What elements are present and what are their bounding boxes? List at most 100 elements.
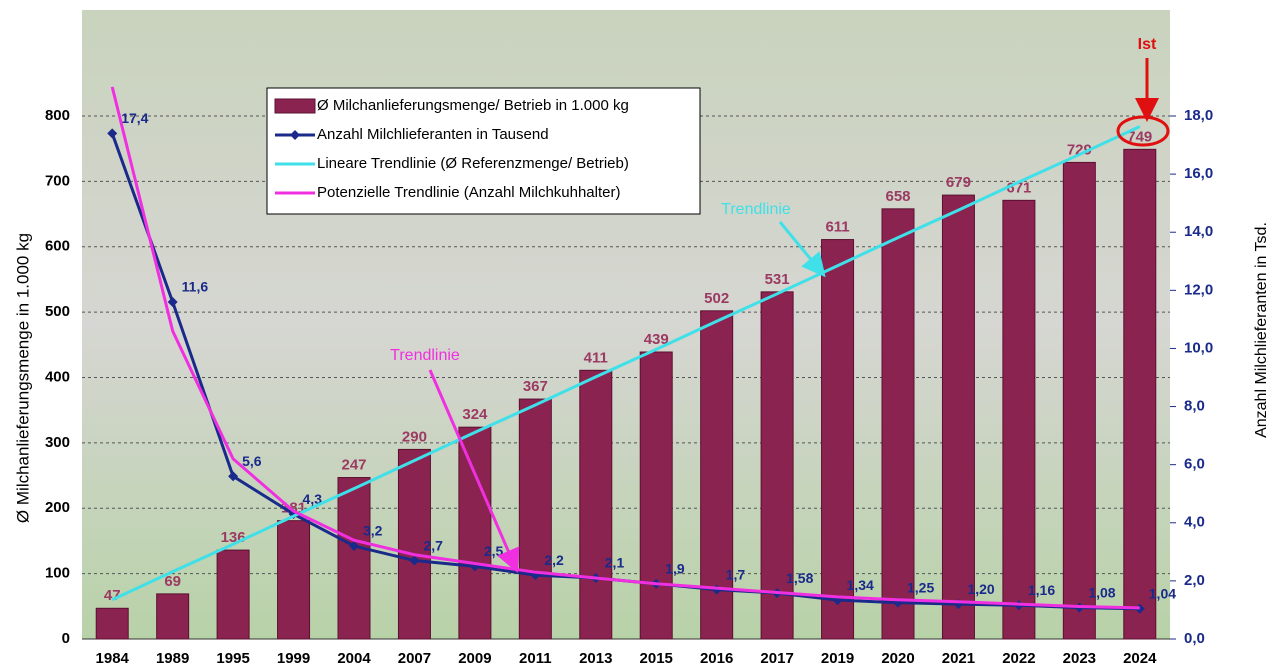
line-value-label: 1,58 bbox=[786, 570, 813, 586]
x-tick-label: 2016 bbox=[700, 650, 733, 667]
bar-value-label: 749 bbox=[1127, 128, 1152, 145]
x-tick-label: 2019 bbox=[821, 650, 854, 667]
line-marker bbox=[349, 541, 359, 552]
line-value-label: 1,34 bbox=[847, 577, 874, 593]
y2-tick-label: 2,0 bbox=[1184, 572, 1205, 589]
bar bbox=[1062, 161, 1096, 640]
x-tick-label: 2013 bbox=[579, 650, 612, 667]
bar-value-label: 502 bbox=[704, 290, 729, 307]
y-tick-label: 100 bbox=[45, 565, 70, 582]
bar bbox=[1123, 148, 1157, 640]
line-marker bbox=[1134, 603, 1145, 614]
bar bbox=[95, 607, 129, 640]
line-value-label: 17,4 bbox=[121, 110, 148, 126]
line-value-label: 2,7 bbox=[423, 537, 443, 553]
y-tick-label: 600 bbox=[45, 238, 70, 255]
bar-value-label: 367 bbox=[523, 378, 548, 395]
bar bbox=[518, 398, 552, 640]
bar-value-label: 411 bbox=[584, 349, 608, 366]
x-tick-label: 2017 bbox=[760, 650, 793, 667]
x-tick-label: 2015 bbox=[640, 650, 673, 667]
bar bbox=[639, 351, 673, 640]
bar-value-label: 247 bbox=[341, 456, 366, 473]
y-axis-title: Ø Milchanlieferungsmenge in 1.000 kg bbox=[13, 233, 32, 523]
y2-tick-label: 8,0 bbox=[1184, 398, 1205, 415]
y-tick-label: 200 bbox=[45, 499, 70, 516]
x-tick-label: 2024 bbox=[1123, 650, 1157, 667]
x-tick-label: 1984 bbox=[96, 650, 130, 667]
line-marker bbox=[167, 296, 178, 307]
bar-value-label: 729 bbox=[1067, 141, 1092, 158]
bar bbox=[941, 194, 975, 640]
bar-value-label: 439 bbox=[644, 331, 669, 348]
line-marker bbox=[228, 471, 239, 482]
line-value-label: 1,9 bbox=[665, 560, 685, 576]
y2-tick-label: 18,0 bbox=[1184, 107, 1213, 124]
y-tick-label: 500 bbox=[45, 303, 70, 320]
line-value-label: 4,3 bbox=[303, 491, 323, 507]
annotation: Ist bbox=[1138, 36, 1157, 53]
y2-tick-label: 16,0 bbox=[1184, 165, 1213, 182]
line-marker bbox=[409, 555, 420, 566]
annotation-arrow bbox=[778, 221, 826, 278]
y2-axis-title: Anzahl Milchlieferanten in Tsd. bbox=[1253, 222, 1270, 438]
line-value-label: 1,7 bbox=[726, 566, 746, 582]
legend-label: Potenzielle Trendlinie (Anzahl Milchkuhh… bbox=[317, 184, 621, 201]
bar bbox=[156, 593, 190, 640]
line-value-label: 2,5 bbox=[484, 543, 504, 559]
bar-value-label: 324 bbox=[462, 406, 488, 423]
line-value-label: 2,1 bbox=[605, 555, 625, 571]
x-tick-label: 1995 bbox=[216, 650, 249, 667]
y2-tick-label: 14,0 bbox=[1184, 223, 1213, 240]
line bbox=[110, 86, 1140, 610]
bar bbox=[337, 477, 371, 640]
line-value-label: 1,08 bbox=[1088, 584, 1115, 600]
y-tick-label: 400 bbox=[45, 368, 70, 385]
bar-value-label: 69 bbox=[164, 573, 181, 590]
bar bbox=[277, 520, 311, 640]
bar-value-label: 290 bbox=[402, 428, 427, 445]
x-tick-label: 2021 bbox=[942, 650, 975, 667]
line-value-label: 2,2 bbox=[544, 552, 564, 568]
line-value-label: 1,16 bbox=[1028, 582, 1055, 598]
y-tick-label: 300 bbox=[45, 434, 70, 451]
x-tick-label: 2009 bbox=[458, 650, 491, 667]
bar-value-label: 658 bbox=[885, 188, 910, 205]
annotation: Trendlinie bbox=[390, 347, 460, 364]
bar bbox=[579, 369, 613, 640]
y-tick-label: 0 bbox=[62, 630, 70, 647]
legend-swatch bbox=[274, 98, 316, 114]
x-tick-label: 2020 bbox=[881, 650, 914, 667]
line-value-label: 5,6 bbox=[242, 453, 262, 469]
legend-label: Anzahl Milchlieferanten in Tausend bbox=[317, 126, 549, 143]
x-tick-label: 1989 bbox=[156, 650, 189, 667]
bar-value-label: 679 bbox=[946, 174, 971, 191]
line-value-label: 1,25 bbox=[907, 579, 934, 595]
bar bbox=[216, 549, 250, 640]
x-tick-label: 2004 bbox=[337, 650, 371, 667]
annotation-arrow bbox=[428, 369, 520, 574]
bar-value-label: 531 bbox=[765, 271, 790, 288]
x-tick-label: 2023 bbox=[1063, 650, 1096, 667]
x-tick-label: 2022 bbox=[1002, 650, 1035, 667]
annotation-ellipse bbox=[1116, 115, 1170, 147]
bar bbox=[458, 426, 492, 640]
x-tick-label: 2011 bbox=[519, 650, 552, 667]
x-tick-label: 1999 bbox=[277, 650, 310, 667]
bar-value-label: 611 bbox=[825, 219, 849, 236]
y2-tick-label: 4,0 bbox=[1184, 514, 1205, 531]
bar bbox=[760, 291, 794, 640]
y-tick-label: 700 bbox=[45, 172, 70, 189]
bar bbox=[1002, 199, 1036, 640]
line-value-label: 1,04 bbox=[1149, 585, 1176, 601]
line bbox=[111, 125, 1141, 602]
line-value-label: 1,20 bbox=[967, 581, 994, 597]
y2-tick-label: 6,0 bbox=[1184, 456, 1205, 473]
bar bbox=[821, 239, 855, 640]
bar bbox=[700, 310, 734, 640]
legend-marker bbox=[290, 130, 300, 140]
y2-tick-label: 12,0 bbox=[1184, 281, 1213, 298]
annotation: Trendlinie bbox=[721, 201, 791, 218]
y2-tick-label: 10,0 bbox=[1184, 339, 1213, 356]
